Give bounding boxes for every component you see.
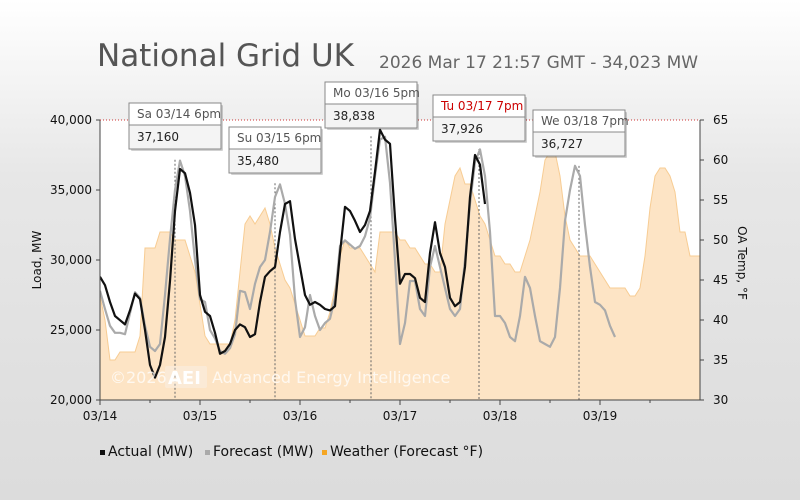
chart-subtitle: 2026 Mar 17 21:57 GMT - 34,023 MW (379, 53, 699, 73)
annotation-callout: Sa 03/14 6pm 37,160 (128, 102, 223, 151)
y-tick-label: 20,000 (50, 393, 92, 407)
legend: Actual (MW) Forecast (MW) Weather (Forecas… (100, 444, 483, 460)
callout-value: 37,160 (137, 130, 179, 144)
callout-value: 36,727 (541, 137, 583, 151)
actual-series-line (100, 128, 487, 379)
callout-label: Mo 03/16 5pm (333, 86, 420, 100)
legend-label: Weather (Forecast °F) (330, 444, 483, 460)
callout-label: We 03/18 7pm (541, 114, 629, 128)
y2-tick-label: 60 (713, 153, 728, 167)
callout-value: 37,926 (441, 122, 483, 136)
y-tick-label: 35,000 (50, 183, 92, 197)
y-axis-label: Load, MW (30, 231, 44, 290)
y-tick-label: 40,000 (50, 113, 92, 127)
legend-swatch (100, 450, 105, 455)
x-tick-label: 03/18 (483, 409, 518, 423)
y2-tick-label: 30 (713, 393, 728, 407)
callout-body (532, 131, 626, 157)
x-tick-label: 03/17 (383, 409, 418, 423)
watermark-company: Advanced Energy Intelligence (212, 368, 450, 387)
aei-logo-icon: AEI (168, 368, 201, 389)
callout-body (128, 124, 222, 150)
annotation-callout: Tu 03/17 7pm 37,926 (432, 94, 527, 143)
legend-swatch (322, 450, 327, 455)
forecast-series-line (100, 135, 617, 355)
watermark-copyright: ©2026 (110, 368, 167, 387)
legend-label: Forecast (MW) (213, 444, 314, 460)
y2-axis-label: OA Temp, °F (735, 226, 749, 300)
annotation-callout: We 03/18 7pm 36,727 (532, 109, 629, 158)
y2-tick-label: 50 (713, 233, 728, 247)
y2-tick-label: 55 (713, 193, 728, 207)
callout-label: Sa 03/14 6pm (137, 107, 221, 121)
annotation-callout: Mo 03/16 5pm 38,838 (324, 81, 420, 130)
x-tick-label: 03/14 (83, 409, 118, 423)
callout-body (432, 116, 526, 142)
x-tick-label: 03/15 (183, 409, 218, 423)
callout-value: 38,838 (333, 109, 375, 123)
annotation-callout: Su 03/15 6pm 35,480 (228, 126, 323, 175)
y-tick-label: 25,000 (50, 323, 92, 337)
chart-title: National Grid UK (97, 38, 354, 74)
y2-tick-label: 35 (713, 353, 728, 367)
callout-body (228, 148, 322, 174)
callout-body (324, 103, 418, 129)
legend-swatch (205, 450, 210, 455)
x-tick-label: 03/16 (283, 409, 318, 423)
callout-value: 35,480 (237, 154, 279, 168)
y2-tick-label: 45 (713, 273, 728, 287)
legend-label: Actual (MW) (108, 444, 193, 460)
callout-label: Tu 03/17 7pm (440, 99, 523, 113)
y-tick-label: 30,000 (50, 253, 92, 267)
y2-tick-label: 65 (713, 113, 728, 127)
x-tick-label: 03/19 (583, 409, 618, 423)
callout-label: Su 03/15 6pm (237, 131, 321, 145)
watermark: ©2026 AEI Advanced Energy Intelligence (110, 366, 450, 389)
aei-logo-box (165, 366, 207, 388)
y2-tick-label: 40 (713, 313, 728, 327)
